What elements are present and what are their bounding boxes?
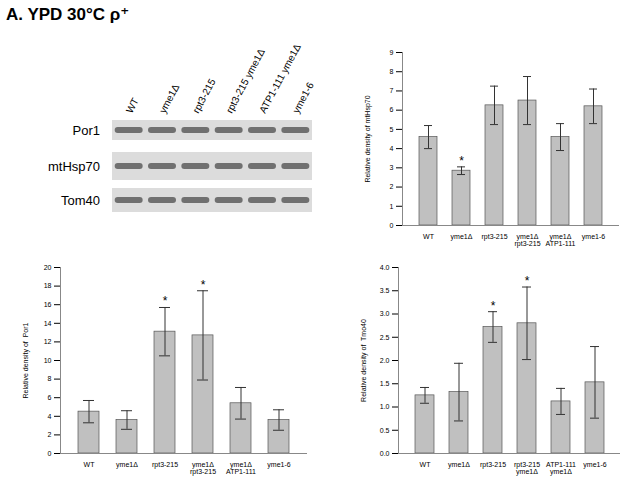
- svg-text:7: 7: [390, 87, 394, 94]
- svg-text:ATP1-111yme1Δ: ATP1-111yme1Δ: [546, 461, 576, 476]
- svg-text:0: 0: [48, 450, 52, 457]
- svg-text:yme1Δ: yme1Δ: [157, 82, 181, 115]
- svg-text:5: 5: [390, 126, 394, 133]
- svg-text:yme1Δrpt3-215: yme1Δrpt3-215: [190, 461, 216, 476]
- svg-text:*: *: [525, 274, 530, 288]
- svg-text:Tom40: Tom40: [61, 193, 100, 208]
- svg-text:4: 4: [48, 413, 52, 420]
- svg-text:yme1Δ: yme1Δ: [116, 461, 138, 469]
- svg-text:2: 2: [48, 431, 52, 438]
- svg-text:yme1-6: yme1-6: [267, 461, 290, 469]
- svg-text:Relative density of Tmo40: Relative density of Tmo40: [360, 319, 368, 402]
- svg-text:yme1-6: yme1-6: [582, 233, 605, 241]
- svg-text:ATP1-111 yme1Δ: ATP1-111 yme1Δ: [257, 42, 303, 115]
- svg-text:1.5: 1.5: [380, 380, 390, 387]
- svg-text:WT: WT: [124, 96, 141, 115]
- svg-text:Por1: Por1: [73, 123, 100, 138]
- svg-text:0: 0: [390, 222, 394, 229]
- svg-text:*: *: [163, 294, 168, 308]
- svg-text:2.5: 2.5: [380, 333, 390, 340]
- svg-text:yme1Δ: yme1Δ: [448, 461, 470, 469]
- svg-text:WT: WT: [84, 461, 96, 468]
- svg-text:yme1ΔATP1-111: yme1ΔATP1-111: [226, 461, 256, 475]
- svg-text:yme1-6: yme1-6: [290, 80, 316, 115]
- svg-text:12: 12: [44, 338, 52, 345]
- svg-text:18: 18: [44, 282, 52, 289]
- svg-text:6: 6: [48, 394, 52, 401]
- svg-text:WT: WT: [423, 233, 435, 240]
- svg-text:0.0: 0.0: [380, 450, 390, 457]
- svg-text:yme1-6: yme1-6: [583, 461, 606, 469]
- svg-text:6: 6: [390, 106, 394, 113]
- svg-text:1.0: 1.0: [380, 403, 390, 410]
- svg-text:*: *: [491, 299, 496, 313]
- svg-text:mtHsp70: mtHsp70: [48, 159, 100, 174]
- svg-text:rpt3-215: rpt3-215: [481, 233, 507, 241]
- svg-text:14: 14: [44, 320, 52, 327]
- svg-text:yme1Δrpt3-215: yme1Δrpt3-215: [514, 233, 540, 248]
- svg-text:3: 3: [390, 164, 394, 171]
- svg-text:rpt3-215yme1Δ: rpt3-215yme1Δ: [514, 461, 540, 476]
- svg-text:yme1Δ: yme1Δ: [451, 233, 473, 241]
- svg-text:3.0: 3.0: [380, 310, 390, 317]
- svg-text:3.5: 3.5: [380, 287, 390, 294]
- svg-text:Relative density of mtHsp70: Relative density of mtHsp70: [364, 95, 372, 182]
- svg-text:0.5: 0.5: [380, 426, 390, 433]
- svg-text:4.0: 4.0: [380, 264, 390, 271]
- svg-text:*: *: [459, 154, 464, 168]
- svg-text:WT: WT: [420, 461, 432, 468]
- svg-text:9: 9: [390, 49, 394, 56]
- svg-text:8: 8: [48, 375, 52, 382]
- svg-text:Relative density of Por1: Relative density of Por1: [22, 322, 30, 398]
- svg-text:2.0: 2.0: [380, 357, 390, 364]
- svg-text:2: 2: [390, 183, 394, 190]
- svg-text:rpt3-215: rpt3-215: [190, 77, 217, 115]
- svg-text:rpt3-215: rpt3-215: [480, 461, 506, 469]
- svg-text:rpt3-215: rpt3-215: [152, 461, 178, 469]
- svg-text:10: 10: [44, 357, 52, 364]
- svg-text:yme1ΔATP1-111: yme1ΔATP1-111: [546, 233, 576, 247]
- svg-text:rpt3-215 yme1Δ: rpt3-215 yme1Δ: [223, 46, 267, 115]
- svg-text:4: 4: [390, 145, 394, 152]
- svg-text:1: 1: [390, 203, 394, 210]
- svg-text:20: 20: [44, 264, 52, 271]
- svg-text:8: 8: [390, 68, 394, 75]
- html-text:A. YPD 30°C ρ⁺: A. YPD 30°C ρ⁺: [6, 5, 130, 24]
- svg-text:16: 16: [44, 301, 52, 308]
- svg-text:*: *: [201, 278, 206, 292]
